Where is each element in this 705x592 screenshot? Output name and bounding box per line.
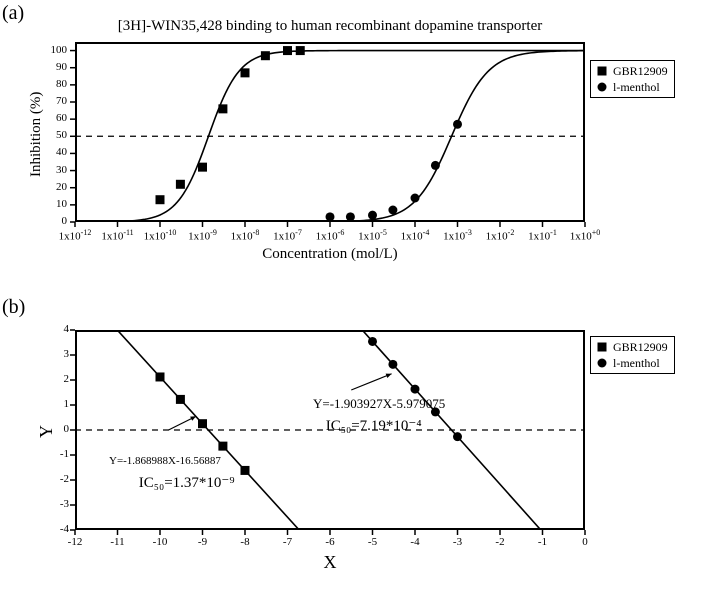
chart-b-xtick-label: -5 (358, 536, 388, 548)
chart-b-xtick-label: -12 (60, 536, 90, 548)
chart-b-ytick-label: 1 (45, 398, 69, 410)
chart-b-xtick-label: -1 (528, 536, 558, 548)
chart-b-xtick-label: -11 (103, 536, 133, 548)
chart-a-ytick-label: 50 (37, 129, 67, 141)
chart-b-ytick-label: -1 (45, 448, 69, 460)
chart-a-xtick-label: 1x10-6 (308, 228, 352, 243)
chart-a-ytick-label: 0 (37, 215, 67, 227)
chart-a-ytick-label: 10 (37, 198, 67, 210)
figure-page: (a) [3H]-WIN35,428 binding to human reco… (0, 0, 705, 592)
chart-b-xtick-label: -6 (315, 536, 345, 548)
chart-a-xtick-label: 1x10-12 (53, 228, 97, 243)
chart-a-xtick-label: 1x10-9 (181, 228, 225, 243)
chart-b-xtick-label: -10 (145, 536, 175, 548)
chart-a-xtick-label: 1x10-10 (138, 228, 182, 243)
chart-b-xtick-label: -8 (230, 536, 260, 548)
legend-item: l-menthol (595, 355, 668, 371)
chart-b-ytick-label: -3 (45, 498, 69, 510)
legend-label: GBR12909 (613, 340, 668, 355)
chart-b-xtick-label: -7 (273, 536, 303, 548)
chart-a-xtick-label: 1x10-8 (223, 228, 267, 243)
chart-b-ytick-label: 2 (45, 373, 69, 385)
chart-b-eqn-series2: Y=-1.903927X-5.979075 (313, 396, 445, 412)
chart-b-ytick-label: 3 (45, 348, 69, 360)
chart-a-ytick-label: 90 (37, 61, 67, 73)
chart-b-svg (0, 0, 705, 590)
chart-a-xtick-label: 1x10-5 (351, 228, 395, 243)
chart-a-xtick-label: 1x10-2 (478, 228, 522, 243)
chart-b-ytick-label: 4 (45, 323, 69, 335)
chart-b-xtick-label: -9 (188, 536, 218, 548)
chart-b-ytick-label: -4 (45, 523, 69, 535)
legend-label: l-menthol (613, 356, 660, 371)
chart-b-ytick-label: -2 (45, 473, 69, 485)
chart-a-xtick-label: 1x10+0 (563, 228, 607, 243)
chart-a-ytick-label: 20 (37, 181, 67, 193)
chart-b-eqn-series1: Y=-1.868988X-16.56887 (109, 455, 221, 467)
chart-b-xtick-label: -2 (485, 536, 515, 548)
chart-a-ytick-label: 100 (37, 44, 67, 56)
chart-a-xtick-label: 1x10-4 (393, 228, 437, 243)
chart-b-ic50-series2: IC₅₀=7.19*10⁻⁴ (326, 416, 422, 435)
chart-b-ytick-label: 0 (45, 423, 69, 435)
chart-a-ytick-label: 30 (37, 164, 67, 176)
legend-item: GBR12909 (595, 339, 668, 355)
chart-a-ytick-label: 40 (37, 146, 67, 158)
chart-b-ic50-series1: IC₅₀=1.37*10⁻⁹ (139, 473, 235, 492)
chart-a-xtick-label: 1x10-1 (521, 228, 565, 243)
chart-b-xtick-label: -4 (400, 536, 430, 548)
chart-a-ytick-label: 80 (37, 78, 67, 90)
chart-b-legend: GBR12909l-menthol (590, 336, 675, 374)
chart-b-xtick-label: 0 (570, 536, 600, 548)
chart-b-xlabel: X (75, 552, 585, 573)
chart-a-ytick-label: 70 (37, 95, 67, 107)
chart-a-xtick-label: 1x10-3 (436, 228, 480, 243)
chart-b-xtick-label: -3 (443, 536, 473, 548)
chart-a-xtick-label: 1x10-7 (266, 228, 310, 243)
chart-a-xtick-label: 1x10-11 (96, 228, 140, 243)
chart-a-ytick-label: 60 (37, 112, 67, 124)
